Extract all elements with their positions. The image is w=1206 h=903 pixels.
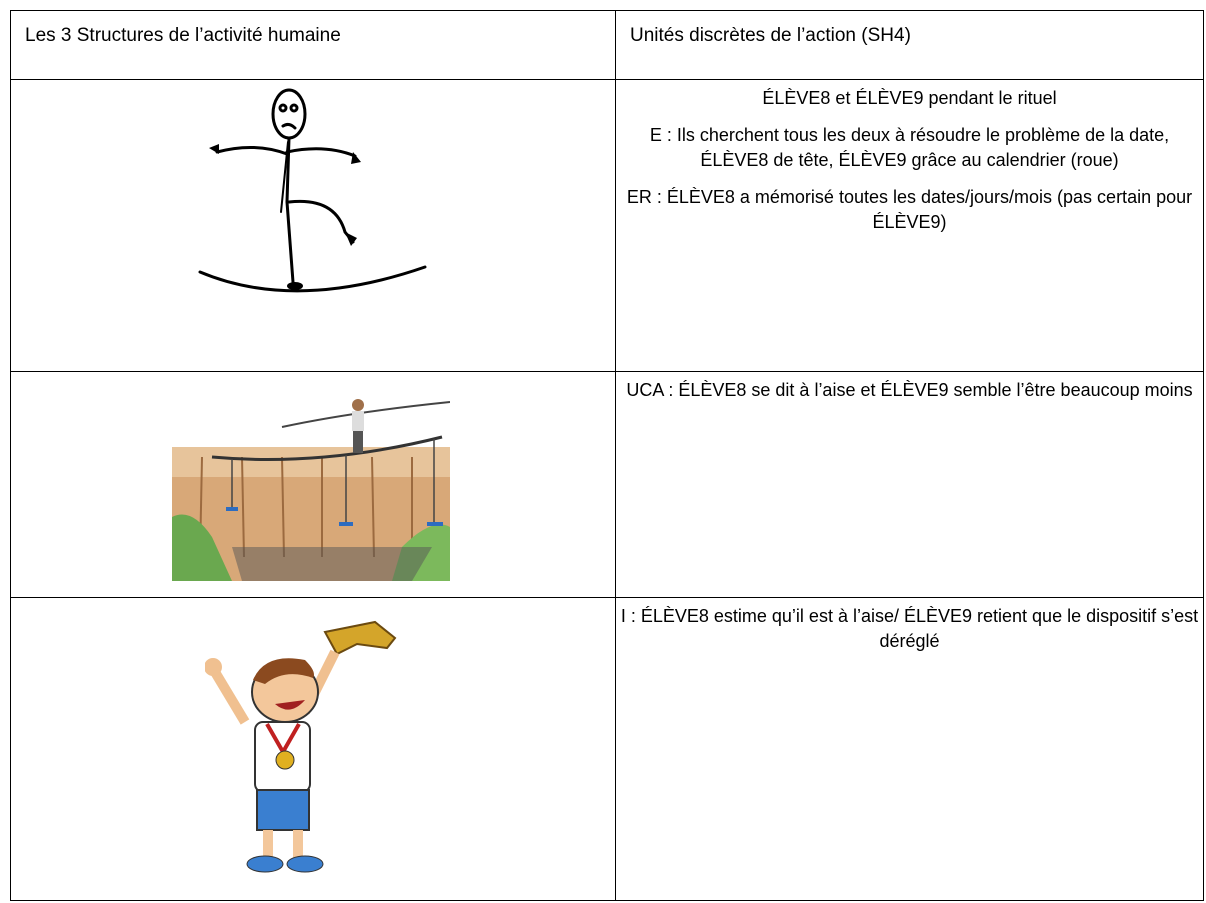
paragraph: I : ÉLÈVE8 estime qu’il est à l’aise/ ÉL… <box>620 606 1199 651</box>
header-cell: Unités discrètes de l’action (SH4) <box>615 10 1204 80</box>
stick-figure-illustration <box>198 88 427 293</box>
trophy-boy-illustration <box>205 620 397 873</box>
text-cell: ÉLÈVE8 et ÉLÈVE9 pendant le rituel E : I… <box>615 79 1204 372</box>
paragraph: E : Ils cherchent tous les deux à résoud… <box>649 125 1170 170</box>
paragraph: ER : ÉLÈVE8 a mémorisé toutes les dates/… <box>626 187 1193 232</box>
header-text: Unités discrètes de l’action (SH4) <box>630 25 911 46</box>
tightrope-illustration <box>172 399 450 581</box>
text-cell: I : ÉLÈVE8 estime qu’il est à l’aise/ ÉL… <box>615 597 1204 901</box>
paragraph: ÉLÈVE8 et ÉLÈVE9 pendant le rituel <box>762 88 1057 108</box>
header-text: Les 3 Structures de l’activité humaine <box>25 25 341 46</box>
paragraph: UCA : ÉLÈVE8 se dit à l’aise et ÉLÈVE9 s… <box>626 380 1193 400</box>
header-cell: Les 3 Structures de l’activité humaine <box>10 10 616 80</box>
text-cell: UCA : ÉLÈVE8 se dit à l’aise et ÉLÈVE9 s… <box>615 371 1204 598</box>
